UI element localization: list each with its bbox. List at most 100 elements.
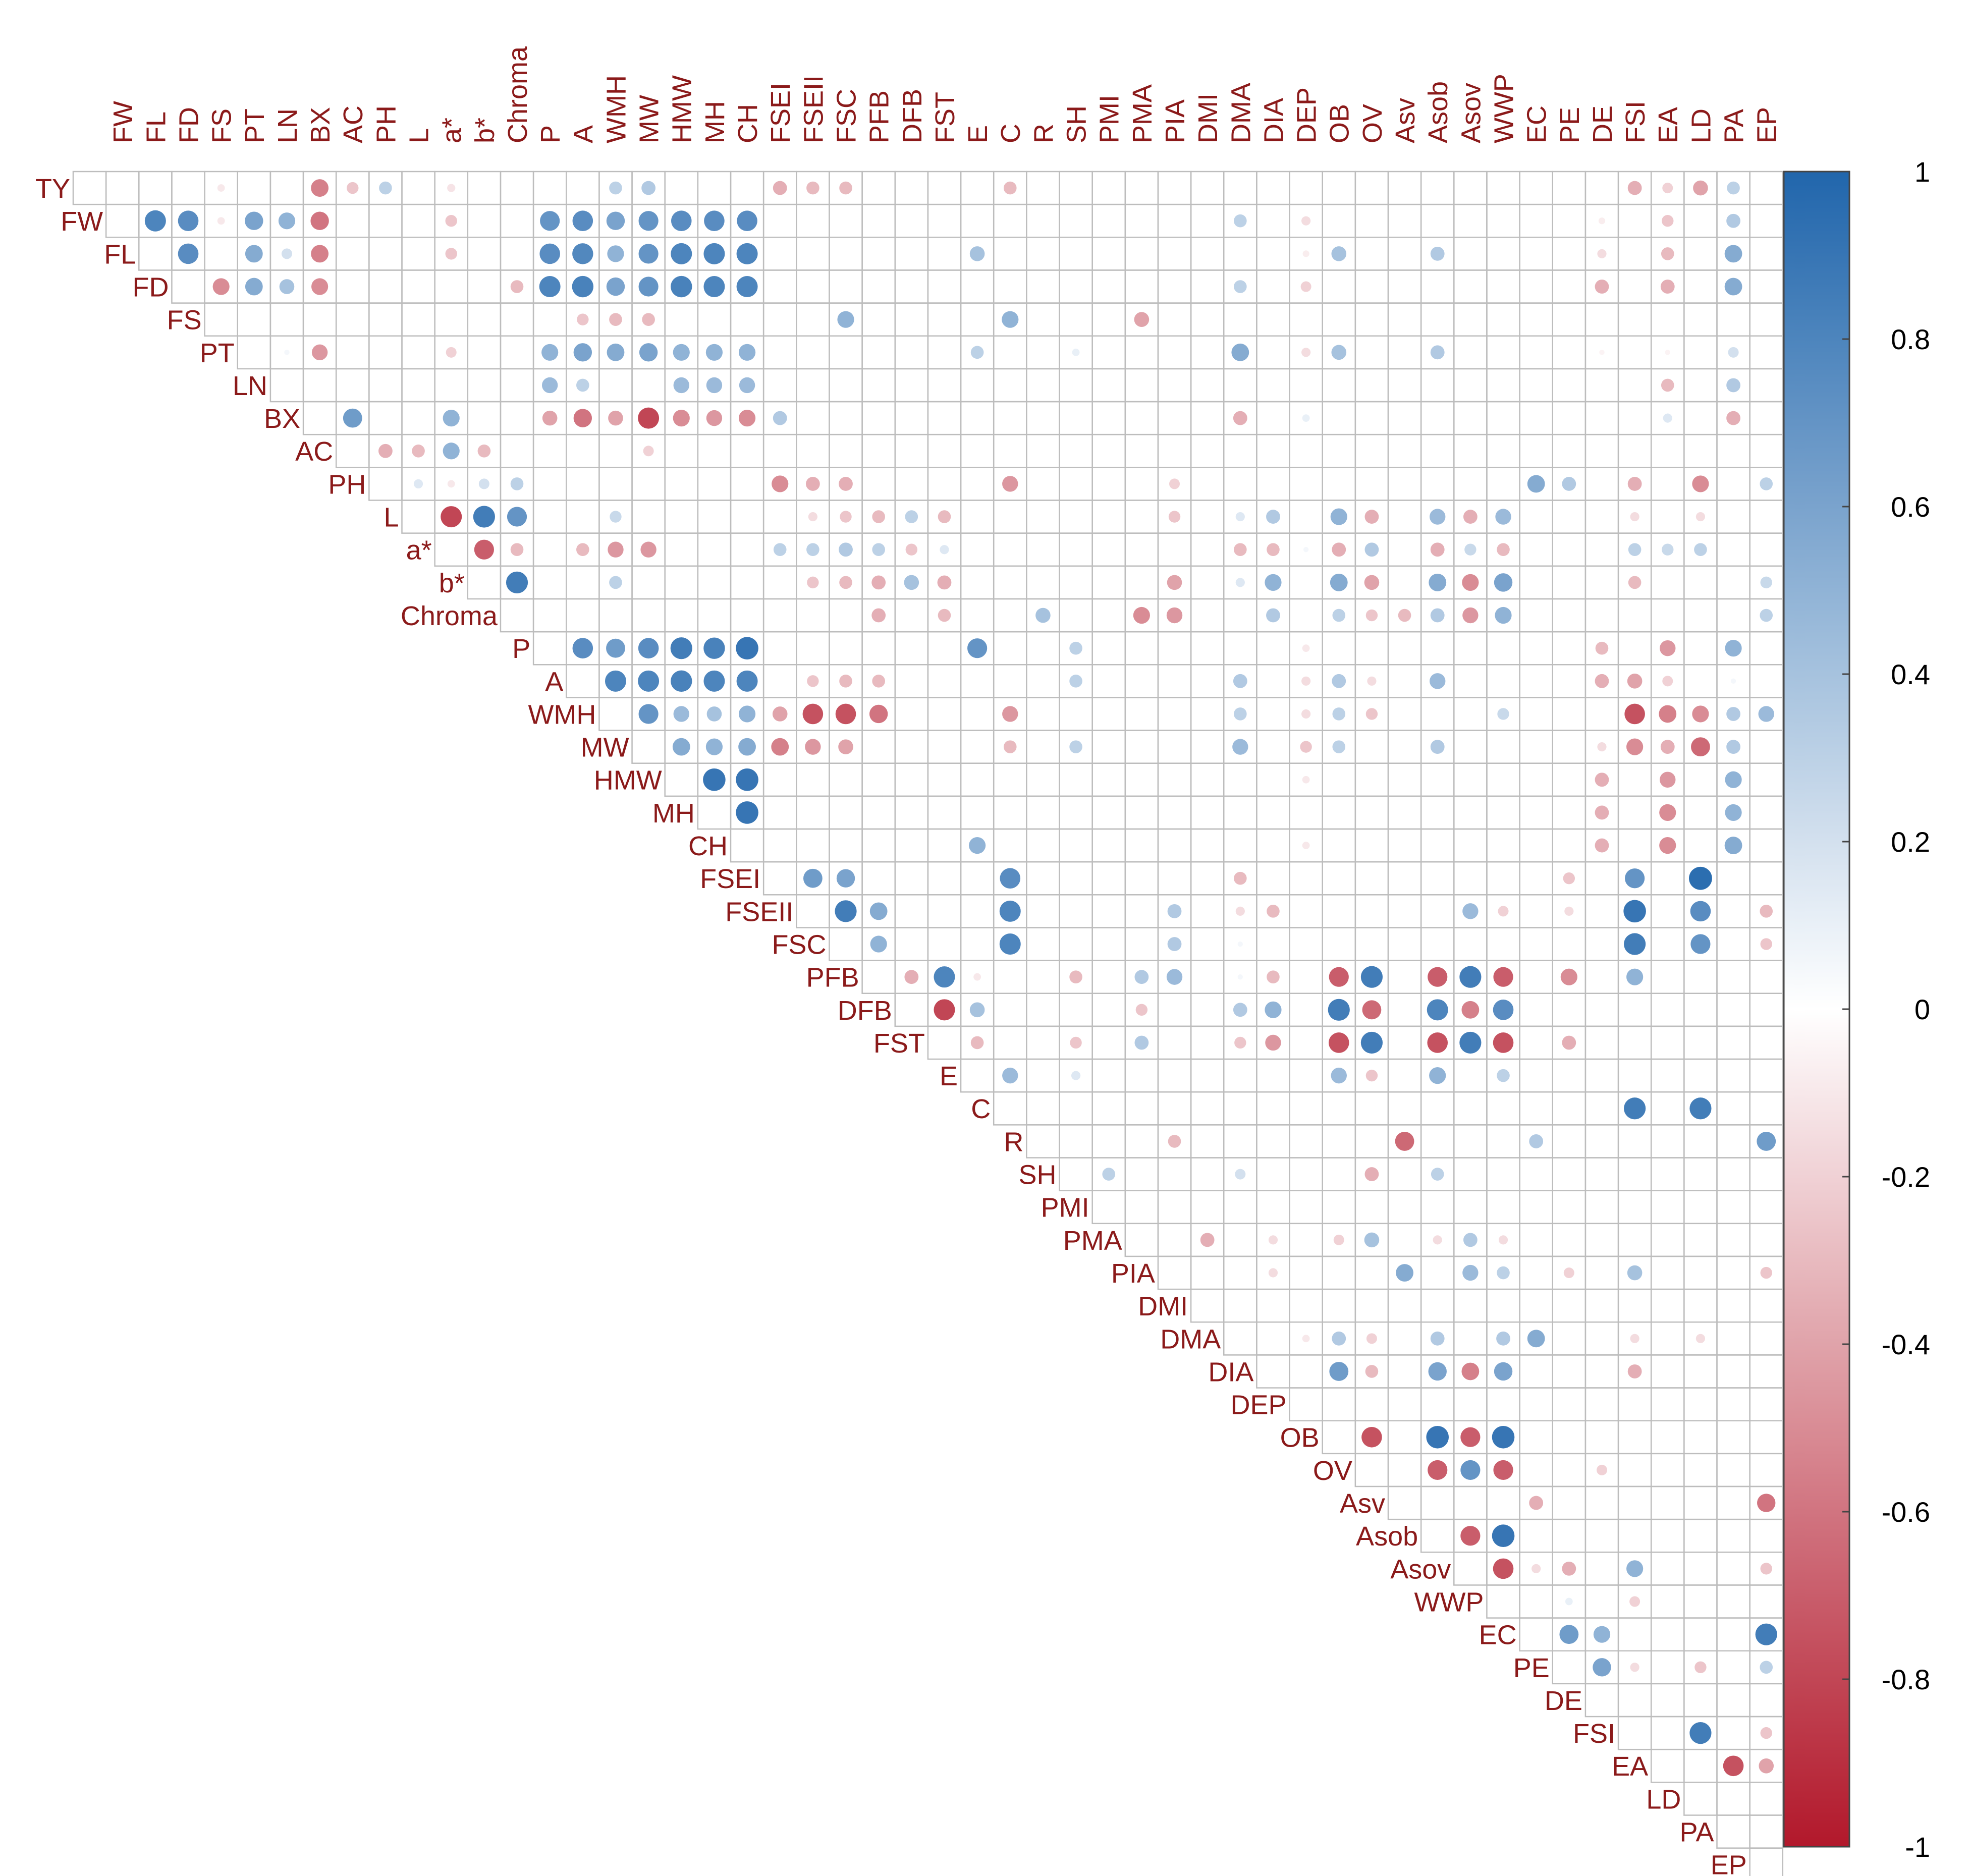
corr-circle-a-star-a [576, 543, 589, 557]
grid-cell [829, 368, 863, 403]
grid-cell [1354, 203, 1389, 238]
grid-cell [1749, 795, 1784, 830]
grid-cell [993, 631, 1027, 666]
grid-cell [664, 532, 699, 567]
corr-circle-l-ob [1330, 508, 1347, 525]
corr-circle-a-star-ld [1694, 543, 1707, 557]
grid-cell [861, 631, 896, 666]
grid-cell [500, 401, 534, 435]
grid-cell [1486, 335, 1520, 370]
grid-cell [1026, 762, 1060, 797]
colorbar-tick-label: 0.6 [1891, 491, 1930, 523]
corr-circle-a-mh [703, 670, 725, 692]
grid-cell [1650, 1552, 1685, 1586]
grid-cell [861, 171, 896, 205]
grid-cell [861, 467, 896, 501]
grid-cell [1453, 467, 1488, 501]
grid-cell [1683, 828, 1718, 863]
corr-circle-fsei-pe [1563, 872, 1575, 885]
col-label-ln: LN [272, 108, 303, 143]
grid-cell [1322, 762, 1356, 797]
corr-circle-a-fseii [807, 675, 819, 687]
corr-circle-ph-fsc [839, 477, 853, 491]
grid-cell [1387, 335, 1422, 370]
grid-cell [1683, 762, 1718, 797]
grid-cell [1289, 1387, 1323, 1421]
corr-circle-dfb-dma [1233, 1003, 1247, 1017]
grid-cell [1387, 1321, 1422, 1356]
grid-cell [1157, 203, 1192, 238]
grid-cell [1552, 927, 1587, 961]
grid-cell [1190, 565, 1225, 600]
grid-cell [1289, 302, 1323, 337]
grid-cell [894, 664, 929, 698]
grid-cell [1059, 762, 1093, 797]
corr-circle-bx-wmh [608, 410, 623, 426]
corr-circle-ch-de [1595, 838, 1609, 853]
grid-cell [1387, 960, 1422, 994]
corr-circle-ob-asov [1460, 1427, 1481, 1447]
corr-circle-wmh-ld [1692, 705, 1709, 723]
grid-cell [1420, 1288, 1455, 1323]
grid-cell [302, 368, 337, 403]
correlation-circles [144, 179, 1777, 1777]
corr-circle-l-wmh [610, 511, 622, 523]
grid-cell [960, 500, 995, 534]
grid-cell [401, 368, 435, 403]
corr-circle-fst-e [970, 1036, 984, 1050]
grid-cell [1683, 631, 1718, 666]
corr-circle-dfb-ob [1328, 999, 1350, 1021]
corr-circle-dfb-wwp [1493, 1000, 1514, 1020]
grid-cell [1322, 927, 1356, 961]
grid-cell [1552, 1354, 1587, 1389]
grid-cell [927, 795, 962, 830]
grid-cell [1387, 762, 1422, 797]
corr-circle-a-star-dia [1267, 543, 1280, 557]
corr-circle-fst-pe [1562, 1035, 1576, 1050]
grid-cell [1552, 1223, 1587, 1257]
corr-circle-l-chroma [507, 507, 527, 527]
grid-cell [532, 433, 567, 468]
grid-cell [1650, 1748, 1685, 1783]
grid-cell [1124, 1091, 1159, 1126]
corr-circle-fseii-pia [1167, 904, 1182, 918]
grid-cell [1683, 1058, 1718, 1093]
corr-circle-bx-mw [638, 407, 660, 429]
grid-cell [1749, 1058, 1784, 1093]
grid-cell [1124, 1190, 1159, 1225]
grid-cell [1223, 171, 1257, 205]
colorbar-tick-label: -1 [1905, 1831, 1930, 1863]
corr-circle-ph-ec [1527, 475, 1545, 493]
corr-circle-wwp-fsi [1629, 1596, 1640, 1607]
corr-circle-a-star-fst [940, 545, 949, 555]
grid-cell [1749, 664, 1784, 698]
grid-cell [1552, 828, 1587, 863]
grid-cell [1322, 302, 1356, 337]
grid-cell [1552, 335, 1587, 370]
grid-cell [762, 203, 797, 238]
corr-circle-chroma-pia [1166, 607, 1183, 624]
grid-cell [1683, 368, 1718, 403]
col-label-pa: PA [1719, 109, 1749, 143]
grid-cell [762, 565, 797, 600]
grid-cell [1091, 598, 1126, 633]
grid-cell [894, 697, 929, 731]
grid-cell [1683, 1124, 1718, 1158]
grid-cell [467, 302, 502, 337]
corr-circle-mh-de [1595, 805, 1609, 820]
grid-cell [1387, 1288, 1422, 1323]
grid-cell [1683, 433, 1718, 468]
grid-cell [269, 302, 304, 337]
grid-cell [730, 467, 764, 501]
grid-cell [1749, 1782, 1784, 1816]
grid-cell [1552, 171, 1587, 205]
corr-circle-a-star-dep [1303, 547, 1309, 553]
grid-cell [1519, 960, 1554, 994]
col-label-ob: OB [1325, 104, 1355, 143]
corr-circle-fw-fd [178, 210, 199, 232]
grid-cell [1683, 1223, 1718, 1257]
grid-cell [1486, 1387, 1520, 1421]
corr-circle-ty-fsei [773, 181, 787, 195]
grid-cell [762, 335, 797, 370]
grid-cell [1322, 1387, 1356, 1421]
